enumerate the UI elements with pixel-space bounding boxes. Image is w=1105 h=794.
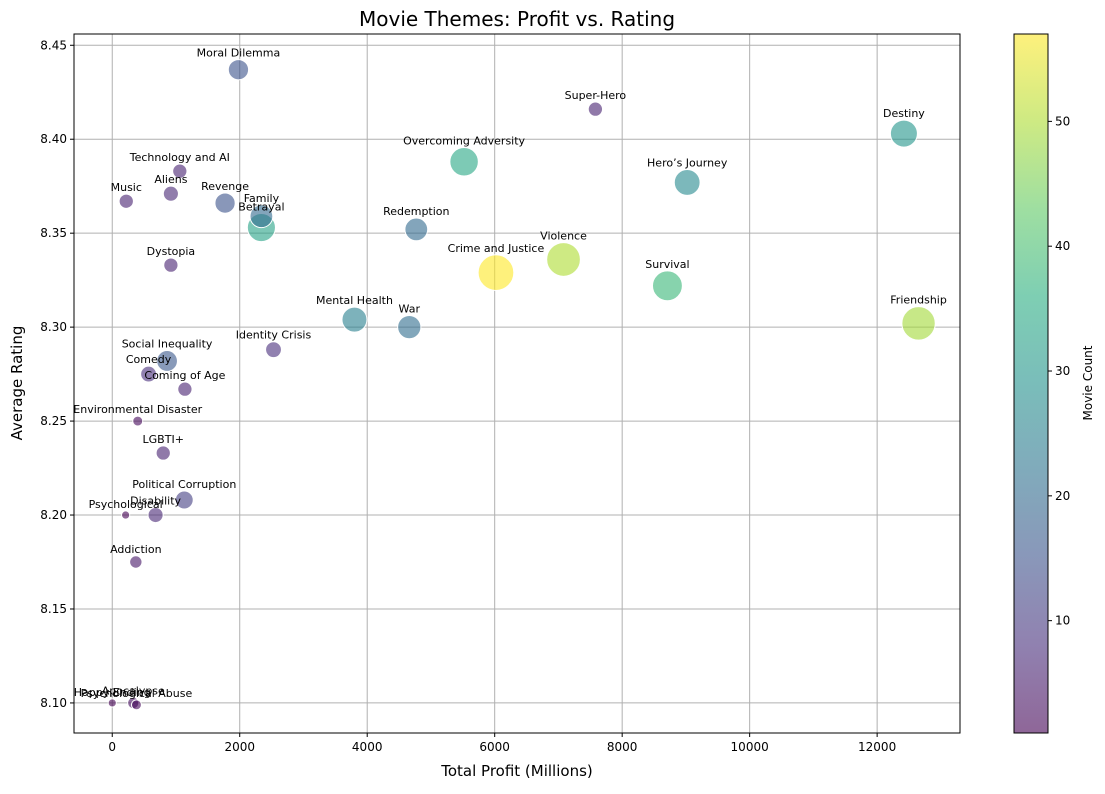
point-label: Addiction [110, 543, 161, 556]
y-tick-label: 8.20 [40, 508, 67, 522]
scatter-point [155, 445, 171, 461]
point-label: Technology and AI [129, 151, 230, 164]
colorbar-label: Movie Count [1081, 345, 1095, 420]
point-label: Happy Ending [74, 686, 151, 699]
scatter-point [118, 193, 134, 209]
scatter-point [214, 192, 236, 214]
scatter-point [673, 169, 701, 196]
y-tick-label: 8.30 [40, 320, 67, 334]
grid [74, 34, 960, 733]
point-label: War [399, 303, 421, 316]
scatter-point [227, 59, 250, 81]
point-label: Environmental Disaster [73, 403, 202, 416]
scatter-point [901, 306, 936, 341]
scatter-point [172, 163, 188, 179]
point-label: Dystopia [147, 245, 196, 258]
x-axis-label: Total Profit (Millions) [440, 762, 593, 780]
y-tick-label: 8.10 [40, 696, 67, 710]
point-label: Moral Dilemma [197, 47, 281, 60]
scatter-point [163, 257, 179, 273]
scatter-point [249, 204, 274, 229]
scatter-point [121, 510, 131, 520]
y-axis-ticks: 8.10 8.15 8.20 8.25 8.30 8.35 8.40 8.45 [40, 38, 74, 710]
point-labels: Moral Dilemma Super-Hero Destiny Technology… [73, 47, 947, 700]
colorbar-frame [1013, 33, 1049, 734]
scatter-point [177, 381, 193, 397]
x-tick-label: 0 [108, 740, 116, 754]
colorbar-tick-label: 50 [1055, 114, 1070, 128]
x-tick-label: 4000 [352, 740, 383, 754]
y-tick-label: 8.45 [40, 38, 67, 52]
scatter-point [889, 119, 918, 148]
point-label: Political Corruption [132, 478, 236, 491]
scatter-point [129, 555, 143, 569]
point-label: Friendship [890, 294, 947, 307]
point-label: Music [111, 181, 142, 194]
y-tick-label: 8.25 [40, 414, 67, 428]
point-label: Coming of Age [144, 369, 225, 382]
point-label: Betrayal [238, 200, 284, 213]
point-label: Crime and Justice [448, 242, 545, 255]
colorbar-ticks: 10 20 30 40 50 [1048, 114, 1070, 628]
colorbar-tick-label: 10 [1055, 614, 1070, 628]
colorbar-tick-label: 20 [1055, 489, 1070, 503]
scatter-point [477, 254, 515, 291]
point-label: Redemption [383, 205, 449, 218]
x-tick-label: 12000 [858, 740, 896, 754]
y-tick-label: 8.40 [40, 132, 67, 146]
x-tick-label: 8000 [607, 740, 638, 754]
point-label: Comedy [126, 353, 172, 366]
point-label: Overcoming Adversity [403, 135, 525, 148]
scatter-point [265, 341, 282, 359]
scatter-point [130, 699, 142, 711]
x-tick-label: 6000 [479, 740, 510, 754]
point-label: Revenge [201, 180, 249, 193]
scatter-point [449, 147, 479, 177]
x-axis-ticks: 0 2000 4000 6000 8000 10000 12000 [108, 733, 896, 754]
point-label: Violence [540, 230, 587, 243]
point-label: Identity Crisis [236, 329, 312, 342]
x-tick-label: 10000 [731, 740, 769, 754]
scatter-point [147, 506, 164, 524]
point-label: Social Inequality [122, 338, 213, 351]
axes-frame [73, 33, 961, 734]
y-tick-label: 8.15 [40, 602, 67, 616]
colorbar-tick-label: 40 [1055, 239, 1070, 253]
scatter-point [404, 217, 429, 242]
point-label: Hero’s Journey [647, 157, 728, 170]
point-label: Survival [645, 258, 689, 271]
point-label: Family [244, 192, 280, 205]
point-label: Psychological Abuse [81, 687, 193, 700]
y-axis-label: Average Rating [8, 326, 26, 441]
x-tick-label: 2000 [224, 740, 255, 754]
point-label: Disability [130, 494, 181, 507]
scatter-point [156, 350, 178, 372]
data-points [107, 59, 936, 711]
point-label: Mental Health [316, 294, 393, 307]
colorbar-tick-label: 30 [1055, 364, 1070, 378]
point-label: Apocalypse [102, 684, 165, 697]
colorbar-gradient [1014, 34, 1048, 733]
point-label: LGBTI+ [143, 433, 184, 446]
scatter-point [546, 242, 581, 277]
point-label: Psychological [89, 498, 163, 511]
scatter-point [341, 306, 368, 333]
scatter-point [587, 101, 604, 117]
scatter-point [132, 415, 144, 427]
point-label: Aliens [154, 173, 187, 186]
scatter-point [107, 698, 117, 708]
scatter-point [651, 270, 683, 302]
scatter-point [174, 490, 194, 510]
colorbar: 10 20 30 40 50 Movie Count [1013, 33, 1095, 734]
y-tick-label: 8.35 [40, 226, 67, 240]
chart-title: Movie Themes: Profit vs. Rating [359, 7, 675, 31]
point-label: Destiny [883, 107, 925, 120]
scatter-point [140, 365, 158, 383]
scatter-point [162, 185, 179, 202]
point-label: Super-Hero [565, 89, 627, 102]
scatter-point [397, 315, 422, 340]
